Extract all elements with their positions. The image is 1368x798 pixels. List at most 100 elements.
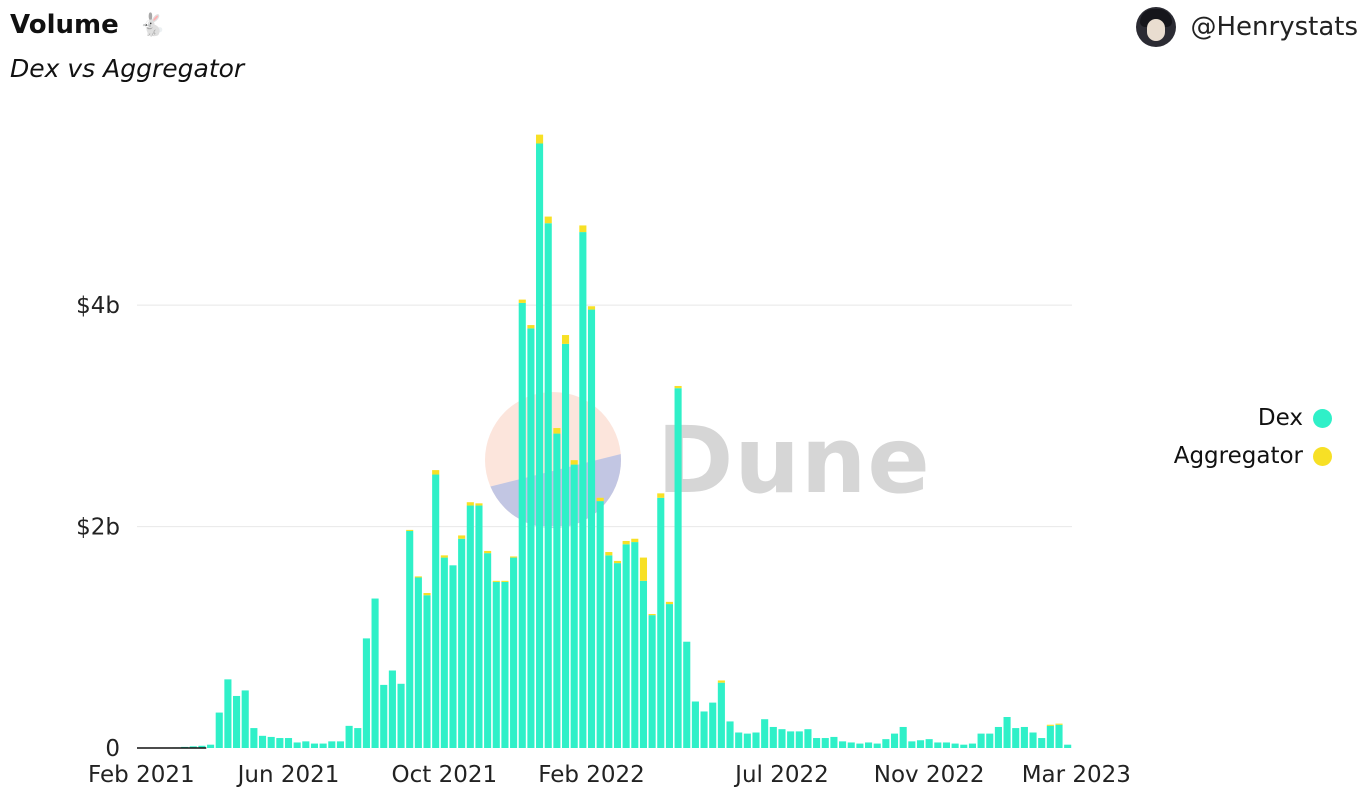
bar-dex [579, 232, 587, 749]
bar-dex [726, 721, 734, 748]
avatar-face-icon [1147, 19, 1166, 41]
bar-dex [683, 641, 691, 748]
bar-dex [994, 726, 1002, 748]
avatar[interactable] [1136, 7, 1177, 47]
bar-dex [310, 743, 319, 748]
bar-aggregator [484, 550, 492, 554]
bar-aggregator [423, 593, 431, 596]
bar-dex [977, 733, 985, 748]
bar-dex [761, 719, 769, 748]
bar-dex [873, 743, 881, 748]
bar-dex [899, 726, 907, 748]
bar-aggregator [553, 428, 561, 434]
bar-aggregator [475, 503, 483, 506]
bar-dex [215, 712, 223, 748]
bar-dex [449, 565, 457, 748]
bar-dex [224, 679, 232, 748]
bar-aggregator [596, 497, 604, 502]
bar-dex [475, 505, 483, 748]
bar-dex [267, 736, 275, 748]
bar-dex [241, 690, 249, 748]
author-badge[interactable]: @Henrystats [1136, 7, 1358, 47]
bar-dex [821, 738, 829, 748]
bar-dex [198, 745, 206, 748]
bar-aggregator [570, 460, 578, 465]
bar-dex [830, 736, 838, 748]
bar-dex [1064, 744, 1072, 748]
bar-dex [284, 738, 293, 748]
bar-aggregator [622, 540, 630, 545]
bar-dex [735, 732, 743, 748]
bar-dex [1055, 724, 1063, 748]
bar-dex [865, 742, 873, 748]
bar-dex [839, 741, 847, 748]
author-name[interactable]: @Henrystats [1190, 12, 1358, 42]
chart-title: Volume [10, 10, 119, 40]
bar-dex [492, 581, 500, 748]
bar-dex [960, 744, 968, 748]
bar-dex [319, 743, 327, 748]
bar-dex [847, 742, 855, 748]
legend-dot-dex-icon [1313, 408, 1332, 428]
bar-dex [1020, 726, 1028, 748]
bar-dex [934, 742, 942, 748]
bar-dex [622, 544, 630, 748]
bar-dex [371, 598, 379, 748]
bar-dex [250, 728, 258, 748]
title-row: Volume 🐇 [10, 10, 166, 40]
x-tick-label: Oct 2021 [392, 762, 498, 788]
bar-dex [908, 741, 916, 748]
bar-dex [1046, 725, 1054, 748]
bar-dex [354, 728, 362, 748]
bar-aggregator [648, 614, 656, 616]
x-tick-label: Jun 2021 [236, 762, 340, 788]
bar-dex [942, 742, 951, 748]
bar-aggregator [440, 555, 448, 558]
bar-dex [440, 557, 448, 748]
bar-dex [466, 505, 474, 748]
bar-aggregator [717, 680, 725, 683]
bar-dex [700, 711, 708, 748]
bar-dex [804, 729, 812, 748]
bar-aggregator [510, 556, 518, 558]
bar-dex [397, 683, 405, 748]
bar-dex [345, 725, 353, 748]
y-tick-label: $4b [76, 293, 120, 319]
bar-dex [328, 741, 336, 748]
x-tick-label: Nov 2022 [874, 762, 985, 788]
legend-item-dex[interactable]: Dex [1174, 405, 1332, 431]
bar-aggregator [657, 493, 665, 498]
rabbit-icon: 🐇 [138, 12, 167, 38]
bar-dex [561, 343, 570, 748]
bar-dex [553, 433, 561, 748]
bar-dex [752, 732, 760, 748]
bar-dex [388, 670, 396, 748]
chart-subtitle: Dex vs Aggregator [10, 54, 245, 83]
bar-dex [258, 735, 267, 748]
bar-aggregator [665, 601, 673, 605]
bar-dex [1003, 717, 1011, 748]
legend-label-dex: Dex [1257, 405, 1303, 431]
y-tick-label: $2b [76, 515, 120, 541]
bar-dex [743, 733, 751, 748]
bar-dex [709, 702, 717, 748]
bar-dex [639, 580, 648, 748]
bar-aggregator [674, 385, 682, 389]
legend-item-aggregator[interactable]: Aggregator [1174, 443, 1332, 469]
bar-dex [406, 531, 414, 748]
bar-dex [890, 733, 899, 748]
bar-dex [527, 328, 535, 748]
bar-dex [613, 563, 622, 748]
bar-dex [968, 743, 976, 748]
bar-dex [233, 695, 241, 748]
bar-aggregator [613, 560, 622, 564]
bar-dex [302, 741, 310, 748]
x-tick-label: Feb 2021 [88, 762, 195, 788]
bar-dex [587, 309, 596, 748]
bar-aggregator [527, 325, 535, 329]
bar-dex [484, 553, 492, 748]
bar-aggregator [1046, 724, 1054, 726]
bar-dex [1012, 728, 1020, 748]
bar-dex [380, 684, 388, 748]
